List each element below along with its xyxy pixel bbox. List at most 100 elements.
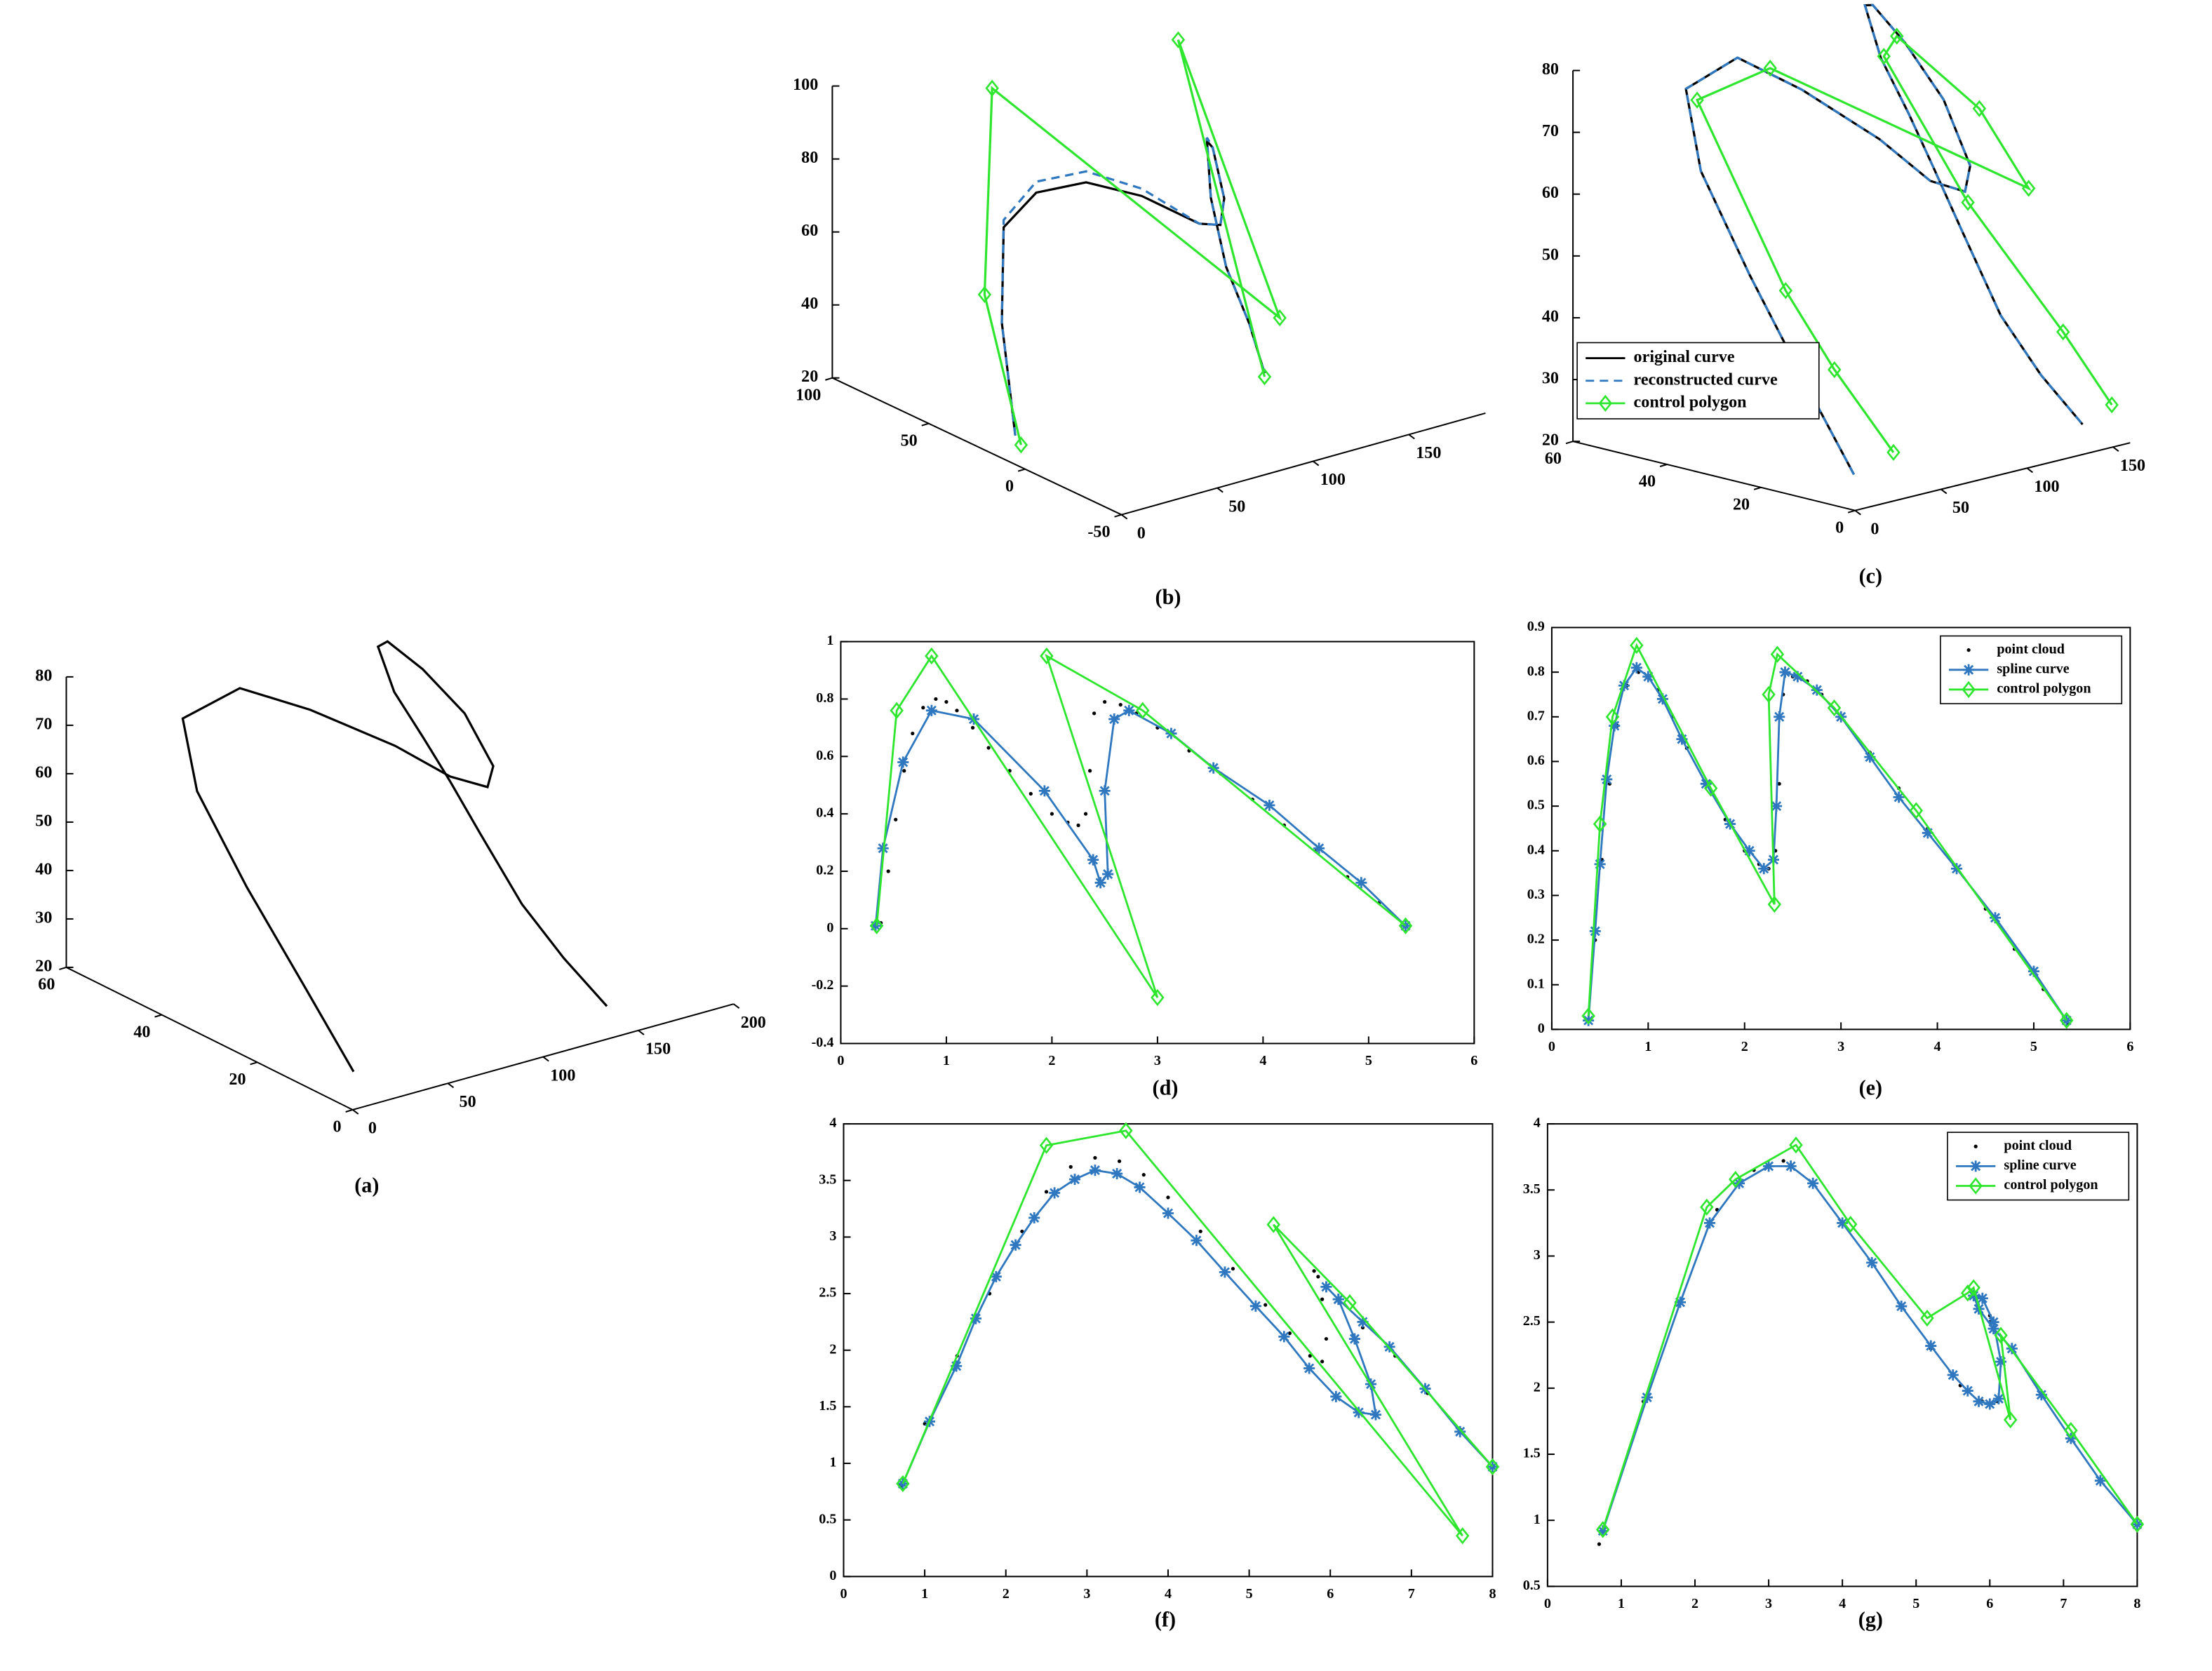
x-tick-label: 50: [1228, 497, 1245, 516]
x-tick-label: 1: [921, 1586, 928, 1602]
diamond-marker: [1962, 680, 1976, 699]
y-tick: [1565, 441, 1574, 445]
point: [1597, 1542, 1602, 1546]
asterisk-marker: [1962, 1385, 1973, 1397]
x-tick-label: 50: [460, 1093, 476, 1111]
z-tick-label: 70: [35, 715, 52, 733]
x-tick: [2026, 467, 2033, 474]
legend-label: spline curve: [2004, 1157, 2076, 1173]
y-tick-label: 60: [1545, 450, 1562, 468]
x-tick-label: 1: [1644, 1039, 1651, 1054]
y-axis: [1572, 441, 1856, 511]
asterisk-marker: [1609, 720, 1621, 732]
diamond-marker: [1598, 394, 1613, 412]
x-tick-label: 6: [1470, 1053, 1477, 1068]
x-tick: [1940, 488, 1948, 495]
x-tick-label: 3: [1083, 1586, 1090, 1602]
asterisk-marker: [1219, 1266, 1231, 1278]
point: [1198, 1229, 1202, 1233]
series-line: [1695, 34, 2113, 453]
caption: (b): [1155, 585, 1181, 609]
legend-label: reconstructed curve: [1634, 370, 1778, 389]
asterisk-marker: [1589, 925, 1601, 937]
legend-label: point cloud: [2004, 1138, 2072, 1153]
asterisk-marker: [1049, 1187, 1061, 1199]
asterisk-marker: [1369, 1409, 1382, 1421]
diamond-marker: [1703, 779, 1718, 797]
series-line: [874, 709, 1407, 927]
y-tick: [1659, 464, 1668, 467]
diamond-marker: [1909, 802, 1924, 819]
diamond-marker: [1843, 1216, 1858, 1233]
x-tick: [1121, 514, 1128, 520]
y-tick-label: 0: [1538, 1021, 1545, 1036]
x-tick: [447, 1082, 455, 1089]
x-tick: [352, 1109, 359, 1115]
asterisk-marker: [1970, 1160, 1982, 1172]
series-line: [1602, 1143, 2138, 1530]
x-tick-label: 3: [1154, 1053, 1161, 1068]
series-line: [1602, 1165, 2138, 1531]
x-tick-label: 0: [840, 1586, 847, 1602]
diamond-marker: [1890, 27, 1904, 45]
point: [1028, 791, 1033, 796]
point: [955, 709, 959, 713]
x-tick-label: 150: [645, 1040, 671, 1059]
y-tick-label: 2: [829, 1341, 836, 1357]
legend: original curve reconstructed curve control…: [1576, 342, 1820, 420]
asterisk-marker: [1973, 1395, 1985, 1407]
diamond-marker: [2059, 1012, 2074, 1029]
x-tick-label: 100: [2034, 478, 2059, 496]
x-tick: [638, 1030, 645, 1035]
caption: (a): [354, 1173, 379, 1197]
z-tick-label: 40: [35, 860, 52, 878]
asterisk-marker: [1785, 1160, 1797, 1172]
asterisk-marker: [1263, 799, 1275, 811]
x-tick-label: 2: [1003, 1586, 1010, 1602]
series-line: [181, 640, 608, 1073]
y-tick-label: 1: [826, 633, 833, 648]
asterisk-marker: [1332, 1294, 1344, 1306]
asterisk-marker: [1191, 1235, 1202, 1247]
y-tick-label: 0.5: [1527, 798, 1545, 813]
asterisk-marker: [1837, 1217, 1849, 1229]
asterisk-marker: [1278, 1331, 1290, 1343]
series-line: [901, 1129, 1494, 1537]
y-tick-label: -0.4: [812, 1035, 834, 1050]
z-tick-label: 80: [35, 666, 52, 685]
y-tick: [250, 1061, 257, 1066]
diamond-marker: [1877, 48, 1891, 65]
asterisk-marker: [1134, 1181, 1146, 1193]
y-tick-label: 3.5: [819, 1172, 836, 1187]
asterisk-marker: [2027, 965, 2040, 977]
diamond-marker: [1343, 1294, 1357, 1312]
x-tick-label: 8: [2133, 1596, 2140, 1611]
asterisk-marker: [1068, 1174, 1081, 1186]
z-tick-label: 30: [1542, 370, 1559, 388]
point: [1324, 1336, 1329, 1341]
asterisk-marker: [1630, 662, 1642, 673]
diamond-marker: [1455, 1527, 1470, 1545]
point: [1777, 781, 1781, 786]
y-tick-label: 0: [333, 1118, 342, 1136]
x-tick-label: 4: [1165, 1586, 1172, 1602]
diamond-marker: [1778, 282, 1793, 300]
x-tick-label: 0: [837, 1053, 844, 1068]
asterisk-marker: [1984, 1398, 1996, 1410]
point: [1231, 1266, 1235, 1271]
y-tick-label: 4: [1534, 1115, 1541, 1131]
asterisk-marker: [1988, 1316, 1999, 1328]
y-tick: [1753, 486, 1762, 490]
series-line: [1587, 643, 2067, 1021]
asterisk-marker: [1734, 1177, 1745, 1189]
y-tick-label: 0.9: [1527, 619, 1545, 634]
asterisk-marker: [1597, 1525, 1609, 1537]
asterisk-marker: [1089, 1165, 1101, 1176]
y-tick-label: 0.8: [816, 690, 833, 706]
asterisk-marker: [1864, 751, 1876, 763]
y-tick-label: 0.1: [1527, 976, 1545, 991]
z-tick-label: 20: [35, 957, 52, 975]
diamond-marker: [1700, 1198, 1714, 1216]
x-tick-label: 0: [368, 1120, 377, 1138]
